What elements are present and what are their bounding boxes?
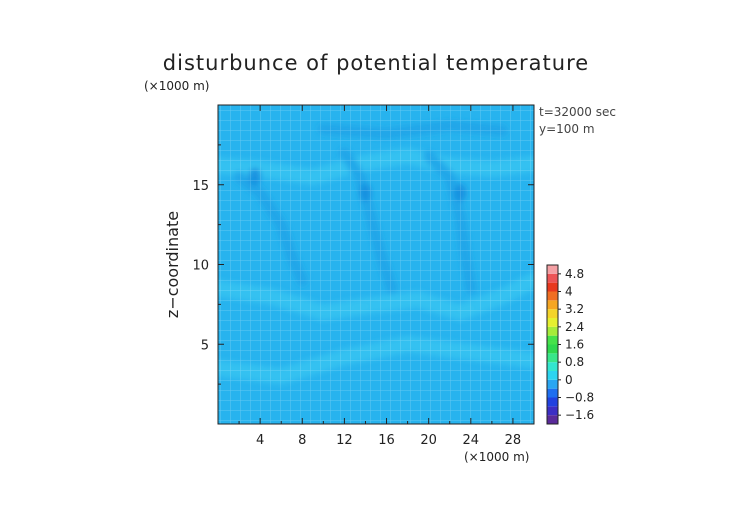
colorbar-label: 0 [565,373,573,387]
x-unit-label: (×1000 m) [464,450,529,464]
colorbar-label: 4 [565,285,573,299]
colorbar-cell [547,309,558,318]
colorbar-cell [547,335,558,345]
colorbar-cell [547,415,558,424]
colorbar-cell [547,265,558,274]
x-tick-label: 4 [256,433,264,448]
colorbar-cell [547,406,558,416]
x-tick-label: 16 [378,433,395,448]
colorbar-label: 1.6 [565,338,584,352]
x-tick-label: 20 [420,433,437,448]
colorbar-label: 3.2 [565,302,584,316]
colorbar-cell [547,344,558,354]
colorbar-cell [547,318,558,327]
x-tick-label: 28 [505,433,522,448]
y-tick-label: 10 [192,259,209,274]
y-axis-label: z−coordinate [163,211,182,318]
plot-area: 4 8 12 16 20 24 28 5 10 15 [192,104,535,448]
y-position-annotation: y=100 m [539,122,595,136]
colorbar-cell [547,273,558,283]
colorbar-cell [547,371,558,380]
colorbar-cell [547,388,558,398]
colorbar-cell [547,397,558,407]
colorbar-label: −0.8 [565,391,594,405]
colorbar-cell [547,291,558,301]
colorbar-label: 4.8 [565,267,584,281]
colorbar-label: −1.6 [565,408,594,422]
y-unit-label: (×1000 m) [144,79,209,93]
y-axis: 5 10 15 [192,144,534,385]
y-tick-label: 5 [201,338,209,353]
colorbar-label: 2.4 [565,320,584,334]
colorbar: 4.8 4 3.2 2.4 1.6 0.8 0 −0.8 −1.6 [546,264,594,425]
x-tick-label: 8 [298,433,306,448]
x-axis: 4 8 12 16 20 24 28 [238,105,522,448]
colorbar-cell [547,300,558,310]
time-annotation: t=32000 sec [539,105,616,119]
y-tick-label: 15 [192,179,209,194]
grid-overlay [218,105,534,424]
colorbar-cell [547,362,558,371]
colorbar-cell [547,326,558,336]
colorbar-cell [547,379,558,389]
colorbar-label: 0.8 [565,355,584,369]
colorbar-cell [547,282,558,292]
chart-title: disturbunce of potential temperature [163,51,589,75]
colorbar-cell [547,353,558,363]
x-tick-label: 12 [336,433,353,448]
x-tick-label: 24 [463,433,480,448]
